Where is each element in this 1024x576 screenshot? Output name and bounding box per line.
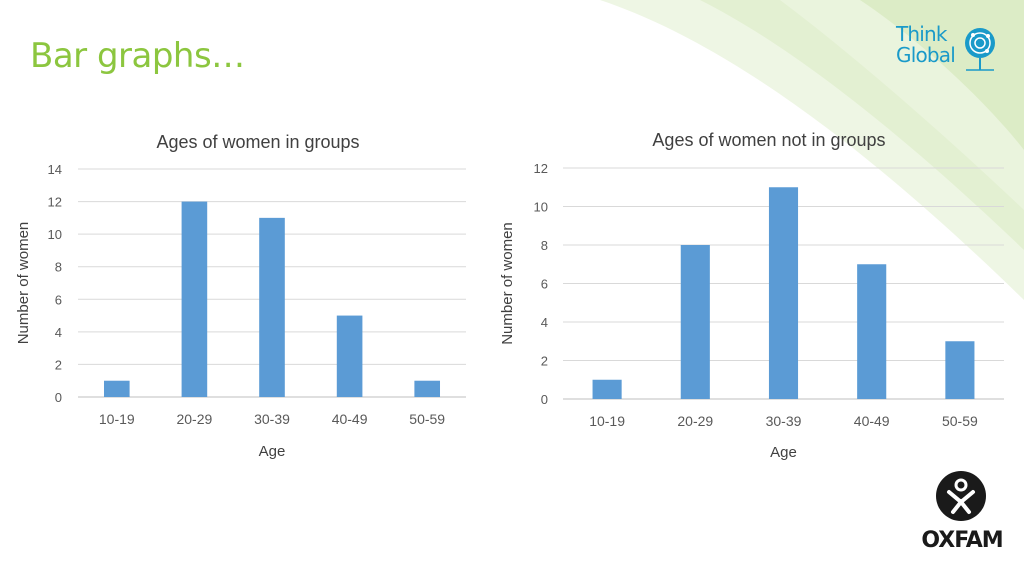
y-tick-label: 4 xyxy=(541,315,548,330)
y-tick-label: 6 xyxy=(55,292,62,307)
chart-title: Ages of women in groups xyxy=(156,132,359,152)
x-tick-label: 20-29 xyxy=(176,411,212,427)
y-tick-label: 12 xyxy=(534,161,548,176)
bar-10-19 xyxy=(592,379,622,399)
y-tick-label: 14 xyxy=(48,162,62,177)
y-tick-label: 8 xyxy=(55,260,62,275)
bar-50-59 xyxy=(945,341,975,399)
chart-ages-in-groups: Ages of women in groups 0 2 4 6 8 10 12 14 10-19 2… xyxy=(15,132,466,460)
y-axis-label: Number of women xyxy=(15,222,32,345)
think-global-word-1: Think xyxy=(896,22,948,46)
x-tick-label: 40-49 xyxy=(854,413,890,429)
y-tick-label: 12 xyxy=(48,195,62,210)
y-tick-label: 8 xyxy=(541,238,548,253)
x-tick-label: 30-39 xyxy=(254,411,290,427)
oxfam-logo: OXFAM xyxy=(920,470,1004,560)
think-global-word-2: Global xyxy=(896,43,956,67)
x-tick-label: 20-29 xyxy=(677,413,713,429)
y-axis-label: Number of women xyxy=(499,222,516,345)
x-tick-label: 10-19 xyxy=(99,411,135,427)
x-tick-label: 50-59 xyxy=(409,411,445,427)
bar-20-29 xyxy=(680,245,710,399)
x-tick-label: 10-19 xyxy=(589,413,625,429)
y-tick-label: 10 xyxy=(48,227,62,242)
bar-30-39 xyxy=(259,217,285,397)
bar-10-19 xyxy=(103,380,130,397)
y-tick-label: 10 xyxy=(534,200,548,215)
x-tick-label: 30-39 xyxy=(766,413,802,429)
x-tick-label: 40-49 xyxy=(332,411,368,427)
chart-ages-not-in-groups: Ages of women not in groups 0 2 4 6 8 10 12 10-1… xyxy=(499,130,1004,461)
oxfam-figure-icon xyxy=(936,471,986,521)
y-tick-label: 4 xyxy=(55,325,62,340)
globe-tree-icon xyxy=(965,28,995,71)
page-title: Bar graphs… xyxy=(30,36,245,76)
think-global-logo: Think Global xyxy=(892,24,1002,74)
oxfam-wordmark: OXFAM xyxy=(921,528,1003,553)
chart-title: Ages of women not in groups xyxy=(652,130,885,150)
bar-30-39 xyxy=(768,187,799,399)
think-global-wordmark: Think Global xyxy=(896,22,956,67)
bar-40-49 xyxy=(336,315,363,397)
y-tick-label: 2 xyxy=(55,357,62,372)
y-tick-label: 6 xyxy=(541,277,548,292)
y-tick-label: 2 xyxy=(541,354,548,369)
x-tick-label: 50-59 xyxy=(942,413,978,429)
bar-20-29 xyxy=(181,201,208,397)
y-tick-label: 0 xyxy=(55,390,62,405)
bar-40-49 xyxy=(857,264,887,399)
x-axis-label: Age xyxy=(259,443,286,460)
x-axis-label: Age xyxy=(770,444,797,461)
bar-50-59 xyxy=(414,380,441,397)
y-tick-label: 0 xyxy=(541,392,548,407)
